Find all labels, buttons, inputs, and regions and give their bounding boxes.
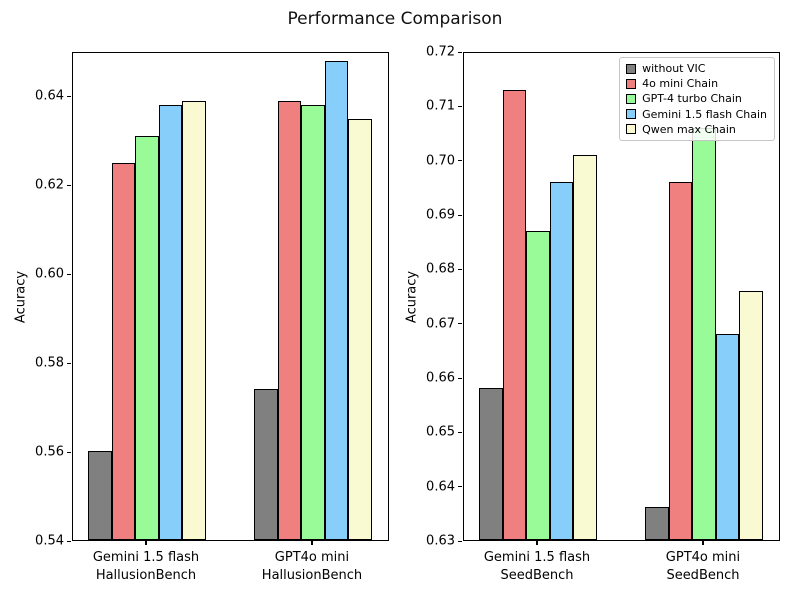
y-tick-label: 0.64 — [426, 479, 455, 495]
bar — [88, 451, 112, 540]
x-tick-mark — [702, 541, 704, 545]
y-tick-mark — [67, 273, 71, 275]
bar — [692, 128, 716, 540]
y-tick-label: 0.67 — [426, 316, 455, 332]
bar — [111, 163, 136, 540]
y-tick-mark — [458, 486, 462, 488]
legend-label: 4o mini Chain — [642, 77, 719, 91]
y-tick-mark — [67, 362, 71, 364]
y-tick-mark — [67, 184, 71, 187]
legend-entry: GPT-4 turbo Chain — [626, 92, 767, 105]
y-tick-label: 0.71 — [426, 98, 455, 114]
chart-title: Performance Comparison — [287, 9, 503, 29]
x-tick-mark — [145, 541, 147, 545]
legend-label: GPT-4 turbo Chain — [642, 92, 742, 106]
y-tick-mark — [458, 540, 462, 542]
y-tick-label: 0.54 — [35, 533, 64, 549]
y-tick-label: 0.70 — [426, 153, 455, 169]
legend-swatch — [626, 109, 637, 120]
x-tick-mark — [536, 541, 538, 545]
legend-label: Qwen max Chain — [642, 122, 736, 136]
bar — [135, 136, 159, 540]
plot-area: without VIC 4o mini Chain GPT-4 turbo Chai… — [463, 52, 780, 541]
bar — [549, 182, 574, 540]
y-tick-label: 0.58 — [35, 355, 64, 371]
y-tick-label: 0.56 — [35, 444, 64, 460]
category-label: GPT4o mini HallusionBench — [261, 550, 363, 583]
bar — [301, 105, 325, 540]
y-tick-label: 0.69 — [426, 207, 455, 223]
category-label: Gemini 1.5 flash SeedBench — [483, 550, 591, 583]
legend: without VIC 4o mini Chain GPT-4 turbo Chai… — [619, 57, 775, 141]
legend-entry: 4o mini Chain — [626, 77, 767, 90]
y-tick-label: 0.62 — [35, 177, 64, 193]
bar — [668, 182, 693, 540]
bar — [479, 388, 503, 540]
y-tick-label: 0.60 — [35, 266, 64, 282]
category-label: GPT4o mini SeedBench — [665, 550, 741, 583]
y-tick-label: 0.63 — [426, 533, 455, 549]
legend-swatch — [626, 124, 637, 135]
subplot-hallusionbench: 0.54 0.56 0.58 0.60 0.62 0.64 Acuracy Gemini 1.… — [14, 52, 389, 583]
y-tick-label: 0.68 — [426, 261, 455, 277]
bar — [645, 507, 669, 540]
y-tick-mark — [458, 105, 462, 108]
x-tick-mark — [311, 541, 313, 545]
bar — [715, 334, 740, 540]
y-tick-mark — [67, 451, 71, 453]
bar — [348, 119, 372, 540]
legend-swatch — [626, 93, 637, 104]
y-tick-mark — [458, 377, 462, 379]
y-axis-label: Acuracy — [404, 270, 420, 323]
legend-entry: Gemini 1.5 flash Chain — [626, 108, 767, 121]
bar — [739, 291, 763, 540]
bar — [158, 105, 183, 540]
bar — [182, 101, 206, 540]
y-tick-mark — [458, 323, 462, 325]
bar — [526, 231, 550, 540]
legend-entry: Qwen max Chain — [626, 123, 767, 136]
y-tick-mark — [67, 540, 71, 542]
y-tick-label: 0.66 — [426, 370, 455, 386]
legend-label: Gemini 1.5 flash Chain — [642, 107, 767, 121]
y-tick-label: 0.65 — [426, 424, 455, 440]
legend-entry: without VIC — [626, 62, 767, 75]
bar — [277, 101, 302, 540]
subplot-seedbench: without VIC 4o mini Chain GPT-4 turbo Chai… — [405, 46, 780, 583]
y-tick-label: 0.72 — [426, 44, 455, 60]
y-tick-label: 0.64 — [35, 88, 64, 104]
legend-label: without VIC — [642, 62, 706, 75]
bar — [254, 389, 278, 540]
legend-swatch — [626, 63, 637, 74]
y-tick-mark — [458, 160, 462, 162]
y-tick-mark — [458, 431, 462, 434]
y-tick-mark — [67, 95, 71, 98]
plot-area — [72, 52, 389, 541]
y-tick-mark — [458, 268, 462, 271]
category-label: Gemini 1.5 flash HallusionBench — [92, 550, 200, 583]
y-axis-label: Acuracy — [13, 270, 29, 323]
legend-swatch — [626, 78, 637, 89]
bar — [502, 90, 527, 540]
y-tick-mark — [458, 214, 462, 216]
bar — [324, 61, 349, 540]
y-tick-mark — [458, 51, 462, 53]
bar — [573, 155, 597, 540]
